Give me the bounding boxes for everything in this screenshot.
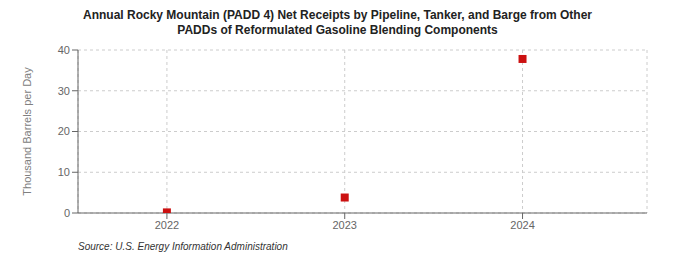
svg-text:10: 10 [58, 166, 70, 178]
svg-text:2023: 2023 [332, 219, 356, 231]
svg-text:30: 30 [58, 85, 70, 97]
svg-text:0: 0 [64, 207, 70, 219]
html-text:Source: U.S. Energy Informatio: Source: U.S. Energy Information Administ… [78, 241, 288, 252]
svg-text:Thousand Barrels per Day: Thousand Barrels per Day [21, 67, 33, 196]
svg-text:2022: 2022 [155, 219, 179, 231]
html-text:Annual Rocky Mountain (PADD 4): Annual Rocky Mountain (PADD 4) Net Recei… [83, 8, 592, 22]
svg-text:20: 20 [58, 125, 70, 137]
html-text:PADDs of Reformulated Gasoline: PADDs of Reformulated Gasoline Blending … [177, 23, 498, 37]
svg-text:2024: 2024 [510, 219, 534, 231]
svg-text:40: 40 [58, 44, 70, 56]
